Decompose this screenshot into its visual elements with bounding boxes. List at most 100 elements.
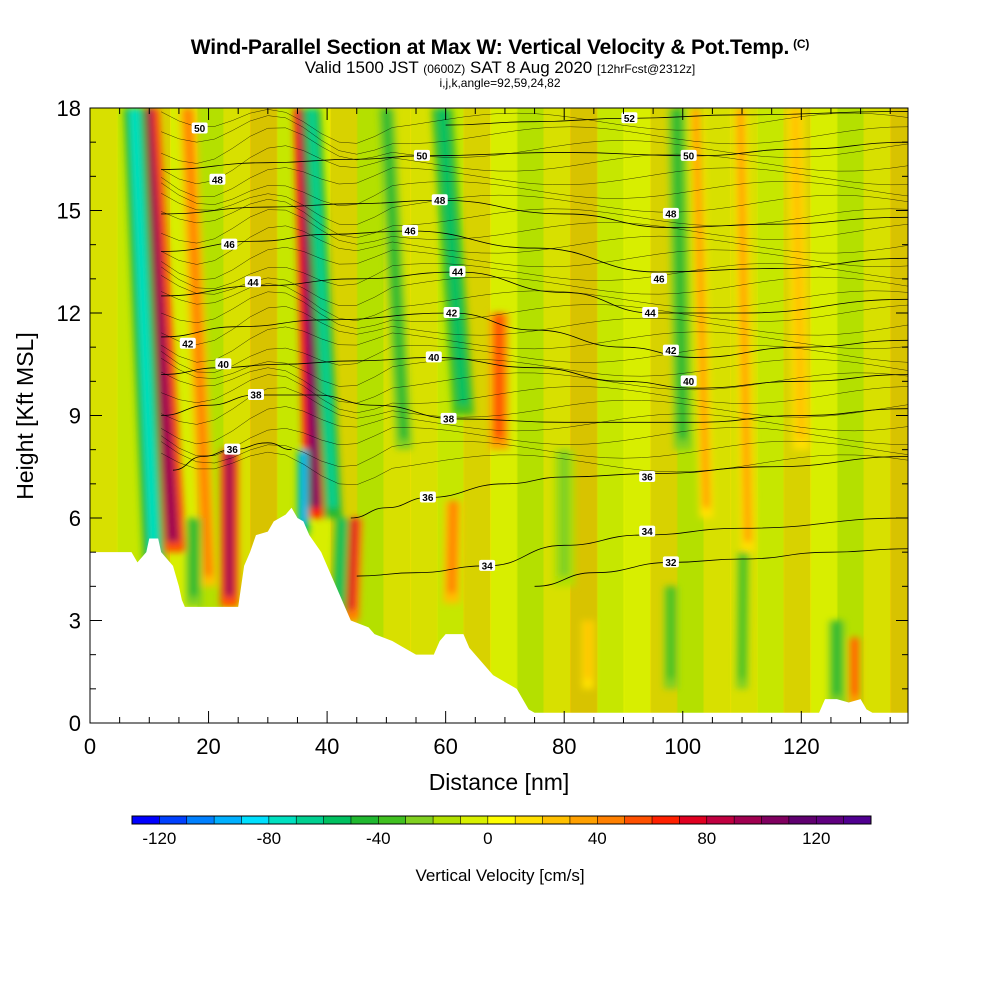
colorbar-swatch	[350, 816, 379, 824]
y-tick-label: 0	[69, 711, 81, 736]
velocity-band	[596, 108, 625, 723]
isentrope-42	[161, 312, 908, 358]
isentrope-minor	[161, 283, 908, 322]
isentrope-minor	[160, 326, 908, 363]
chart-subtitle: Valid 1500 JST (0600Z) SAT 8 Aug 2020 [1…	[0, 59, 1000, 78]
colorbar-swatch	[159, 816, 188, 824]
isentrope-label: 48	[662, 207, 679, 220]
velocity-plume-core	[447, 500, 458, 594]
section-params: i,j,k,angle=92,59,24,82	[439, 76, 561, 90]
isentrope-label: 36	[419, 491, 436, 504]
isentrope-label: 52	[621, 112, 638, 125]
y-tick-label: 12	[57, 301, 81, 326]
isentrope-label-text: 40	[218, 360, 230, 371]
isentrope-label-box	[642, 307, 659, 318]
colorbar-swatch	[214, 816, 242, 824]
colorbar-swatch	[816, 816, 845, 824]
isentrope-label-text: 46	[224, 240, 236, 251]
colorbar-swatch	[487, 816, 516, 824]
isentrope-label-text: 42	[182, 339, 194, 350]
isentrope-minor	[161, 374, 908, 414]
colorbar-swatch	[186, 816, 215, 824]
isentrope-label-text: 38	[443, 414, 455, 425]
velocity-features	[123, 108, 861, 706]
isentrope-label-box	[662, 344, 679, 356]
colorbar-tick-label: 120	[802, 829, 830, 848]
velocity-plume-core	[558, 449, 570, 577]
isentrope-label: 36	[639, 471, 656, 484]
colorbar-swatch	[433, 816, 461, 824]
y-tick-label: 18	[57, 96, 81, 121]
velocity-plume-core	[851, 637, 858, 696]
velocity-band	[623, 108, 652, 723]
isentrope-label-box	[191, 122, 208, 134]
colorbar-tick-label: -120	[142, 829, 176, 848]
isentrope-38	[161, 394, 908, 423]
velocity-band	[543, 108, 572, 723]
y-axis-label: Height [Kft MSL]	[12, 332, 38, 499]
colorbar-swatch	[241, 816, 270, 824]
isentrope-label: 42	[179, 337, 196, 350]
colorbar: -120 -80 -40 0 40 80 120	[131, 815, 872, 848]
isentrope-label-text: 34	[482, 561, 494, 572]
isentrope-label-box	[402, 225, 419, 236]
isentrope-label: 32	[662, 556, 679, 569]
isentrope-label-text: 42	[446, 309, 458, 320]
x-tick-label: 80	[552, 734, 576, 759]
colorbar-swatch	[542, 816, 571, 824]
isentrope-40	[161, 357, 908, 389]
isentrope-label-text: 48	[665, 209, 677, 220]
colorbar-swatch	[761, 816, 790, 824]
isentrope-label-box	[215, 358, 232, 370]
isentrope-label: 48	[209, 173, 226, 186]
isentrope-46	[161, 230, 908, 273]
terrain-mask	[90, 507, 908, 723]
colorbar-frame	[131, 815, 872, 825]
x-tick-label: 120	[783, 734, 820, 759]
isentrope-label-box	[221, 238, 238, 250]
velocity-band	[756, 108, 785, 723]
velocity-plume-core	[736, 108, 752, 542]
isentrope-label: 38	[247, 389, 264, 402]
isentrope-label: 44	[245, 276, 262, 289]
velocity-plume-core	[300, 449, 307, 525]
isentrope-label-text: 52	[624, 114, 636, 125]
isentrope-minor	[161, 367, 908, 404]
chart-title: Wind-Parallel Section at Max W: Vertical…	[190, 36, 810, 59]
isentrope-lines	[160, 109, 908, 587]
isentrope-minor	[161, 387, 908, 425]
isentrope-label: 40	[215, 358, 232, 371]
isentrope-labels: 32 34 36 36 38 40 42 44 46 48 50 52 50 48 46 44 42 40 48 46…	[179, 112, 697, 572]
isentrope-32	[534, 548, 908, 587]
y-tick-label: 3	[69, 609, 81, 634]
velocity-band	[516, 108, 545, 723]
isentrope-label-text: 36	[642, 473, 654, 484]
colorbar-swatch	[268, 816, 297, 824]
isentrope-label: 38	[440, 412, 457, 425]
isentrope-label-text: 48	[434, 196, 446, 207]
isentrope-label: 36	[224, 443, 241, 456]
isentrope-label: 44	[642, 307, 659, 320]
isentrope-label-box	[443, 307, 460, 318]
isentrope-minor	[161, 199, 908, 239]
velocity-plume-core	[129, 108, 161, 577]
isentrope-label-box	[651, 272, 668, 284]
isentrope-label-box	[179, 337, 196, 349]
isentrope-minor	[160, 167, 908, 198]
isentrope-label: 44	[449, 266, 466, 279]
isentrope-label-box	[449, 266, 466, 277]
isentrope-minor	[160, 345, 908, 373]
colorbar-swatch	[679, 816, 708, 824]
isentrope-label-text: 48	[212, 175, 224, 186]
isentrope-label-box	[431, 194, 448, 206]
isentrope-label-text: 34	[642, 527, 654, 538]
colorbar-swatch	[597, 816, 626, 824]
colorbar-tick-label: -80	[257, 829, 282, 848]
velocity-plume-core	[183, 108, 213, 577]
isentrope-52	[445, 111, 908, 126]
isentrope-label-box	[662, 207, 679, 219]
isentrope-label-box	[680, 149, 697, 161]
isentrope-label: 46	[402, 225, 419, 238]
x-tick-label: 40	[315, 734, 339, 759]
